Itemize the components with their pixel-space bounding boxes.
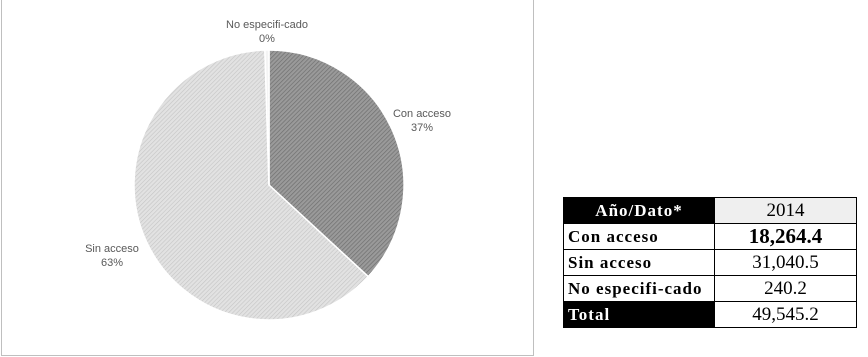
slice-label-sin-acceso: Sin acceso 63% (62, 242, 162, 270)
table-row: Total 49,545.2 (563, 301, 857, 328)
slice-name-no-especificado: No especifi-cado (226, 19, 308, 31)
table-header-label: Año/Dato* (563, 197, 715, 224)
table-header-row: Año/Dato* 2014 (563, 197, 857, 224)
slice-percent-sin-acceso: 63% (100, 257, 124, 269)
row-label-total: Total (563, 301, 715, 328)
row-label-no-especificado: No especifi-cado (563, 275, 715, 302)
table-row: No especifi-cado 240.2 (563, 275, 857, 302)
pie-slice-no-especificado (264, 49, 270, 186)
table-row: Con acceso 18,264.4 (563, 223, 857, 250)
pie-chart (133, 49, 405, 321)
row-value-no-especificado: 240.2 (714, 275, 857, 302)
row-label-sin-acceso: Sin acceso (563, 249, 715, 276)
pie-slice-con-acceso (268, 49, 405, 278)
pie-slice-sin-acceso (133, 49, 370, 321)
data-table: Año/Dato* 2014 Con acceso 18,264.4 Sin a… (563, 197, 857, 328)
slice-percent-con-acceso: 37% (410, 122, 434, 134)
row-value-sin-acceso: 31,040.5 (714, 249, 857, 276)
table-header-year: 2014 (714, 197, 857, 224)
slice-percent-no-especificado: 0% (259, 33, 275, 45)
row-value-con-acceso: 18,264.4 (714, 223, 857, 250)
pie-chart-panel: No especifi-cado 0% Con acceso 37% Sin a… (1, 0, 534, 356)
slice-label-con-acceso: Con acceso 37% (372, 107, 472, 135)
row-value-total: 49,545.2 (714, 301, 857, 328)
row-label-con-acceso: Con acceso (563, 223, 715, 250)
slice-label-no-especificado: No especifi-cado 0% (182, 18, 352, 46)
slice-name-con-acceso: Con acceso (392, 108, 452, 120)
table-row: Sin acceso 31,040.5 (563, 249, 857, 276)
slice-name-sin-acceso: Sin acceso (85, 243, 139, 255)
